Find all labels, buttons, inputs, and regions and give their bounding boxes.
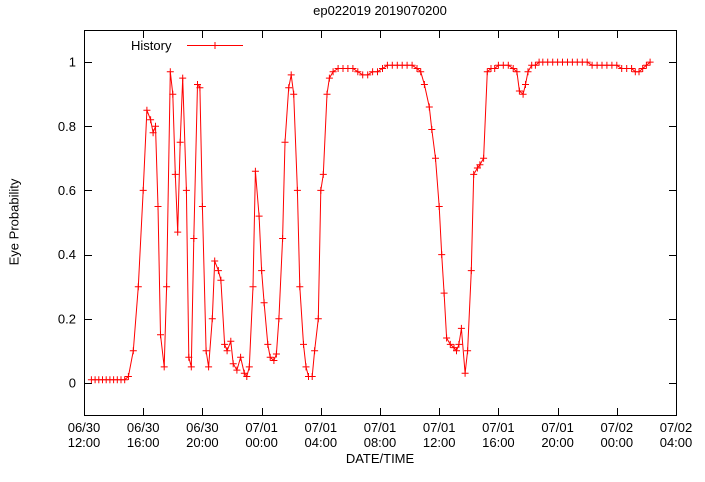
x-tick-label-time: 08:00 <box>364 435 397 450</box>
axis-ticks <box>84 31 677 415</box>
history-series-line <box>91 61 651 381</box>
y-tick-label: 0.6 <box>58 183 76 198</box>
x-tick-label-time: 16:00 <box>482 435 515 450</box>
x-tick-label-time: 16:00 <box>127 435 160 450</box>
y-tick-label: 0.4 <box>58 247 76 262</box>
y-tick-label: 0 <box>69 375 76 390</box>
x-tick-label-time: 00:00 <box>245 435 278 450</box>
x-tick-label-time: 20:00 <box>186 435 219 450</box>
legend-sample <box>187 42 244 49</box>
x-tick-label-date: 07/02 <box>660 420 693 435</box>
legend-label: History <box>131 38 172 53</box>
legend-sample-plus-marker <box>211 42 219 49</box>
x-tick-label-date: 06/30 <box>68 420 101 435</box>
x-tick-label-date: 07/01 <box>364 420 397 435</box>
y-tick-label: 1 <box>69 55 76 70</box>
x-tick-label-date: 07/01 <box>305 420 338 435</box>
history-series-plus-markers <box>87 58 654 384</box>
x-tick-label-time: 12:00 <box>423 435 456 450</box>
x-tick-label-time: 12:00 <box>68 435 101 450</box>
x-tick-label-time: 04:00 <box>660 435 693 450</box>
plot-border <box>84 30 677 416</box>
x-tick-label-date: 07/01 <box>482 420 515 435</box>
chart-legend: History <box>131 38 245 53</box>
x-tick-label-time: 00:00 <box>601 435 634 450</box>
x-tick-label-time: 20:00 <box>541 435 574 450</box>
x-tick-label-date: 06/30 <box>127 420 160 435</box>
x-axis-title: DATE/TIME <box>345 451 415 466</box>
x-tick-label-time: 04:00 <box>305 435 338 450</box>
x-tick-label-date: 07/01 <box>423 420 456 435</box>
y-tick-label: 0.2 <box>58 311 76 326</box>
x-tick-label-date: 07/01 <box>541 420 574 435</box>
x-tick-label-date: 06/30 <box>186 420 219 435</box>
chart-title: ep022019 2019070200 <box>313 3 447 18</box>
y-tick-label: 0.8 <box>58 119 76 134</box>
x-tick-label-date: 07/02 <box>601 420 634 435</box>
x-tick-label-date: 07/01 <box>245 420 278 435</box>
